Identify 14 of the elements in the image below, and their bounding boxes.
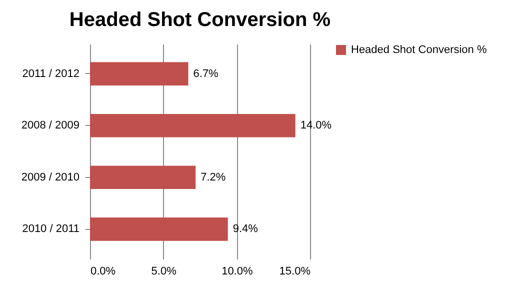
data-label: 7.2% — [200, 171, 226, 184]
x-tick-label: 0.0% — [90, 266, 116, 278]
data-label: 9.4% — [232, 223, 258, 236]
y-tick-label: 2010 / 2011 — [22, 223, 80, 236]
data-label: 14.0% — [300, 120, 332, 132]
y-tick-label: 2009 / 2010 — [21, 171, 80, 184]
y-tick-label: 2011 / 2012 — [22, 68, 80, 80]
legend-label: Headed Shot Conversion % — [351, 44, 487, 56]
data-label: 6.7% — [193, 68, 219, 80]
x-tick-label: 5.0% — [151, 266, 177, 278]
x-tick-label: 15.0% — [279, 266, 311, 278]
x-tick-label: 10.0% — [222, 266, 253, 278]
chart-title: Headed Shot Conversion % — [69, 9, 331, 31]
y-tick-label: 2008 / 2009 — [21, 120, 80, 132]
